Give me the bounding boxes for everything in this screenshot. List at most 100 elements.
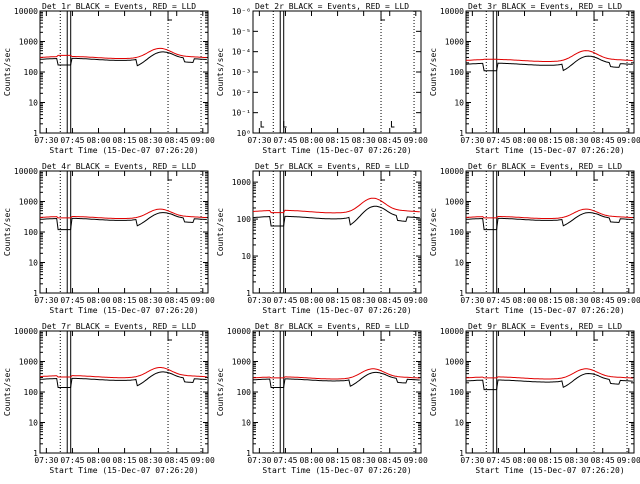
x-tick-label: 07:30 — [460, 456, 484, 465]
x-tick-label: 07:30 — [460, 136, 484, 145]
x-axis-label: Start Time (15-Dec-07 07:26:20) — [262, 466, 411, 475]
y-tick-label: 10000 — [14, 7, 38, 16]
x-tick-label: 08:15 — [113, 296, 137, 305]
x-tick-label: 08:15 — [113, 456, 137, 465]
y-tick-label: 1 — [459, 129, 464, 138]
plot-frame — [39, 330, 209, 454]
events-curve — [465, 372, 633, 391]
x-tick-label: 08:00 — [299, 296, 323, 305]
lld-curve — [252, 197, 420, 214]
events-curve — [252, 205, 420, 227]
y-tick-label: 10000 — [440, 327, 464, 336]
x-tick-label: 09:00 — [191, 296, 215, 305]
y-axis-label: Counts/sec — [429, 368, 438, 416]
state-bracket-marker — [167, 332, 173, 341]
x-tick-label: 08:45 — [378, 456, 402, 465]
y-tick-label: 1000 — [445, 198, 464, 207]
x-tick-label: 08:30 — [565, 136, 589, 145]
det-panel-7: Det 7r BLACK = Events, RED = LLD 1 10 100 10… — [3, 322, 215, 475]
det-panel-4: Det 4r BLACK = Events, RED = LLD 1 10 100 10… — [3, 162, 215, 315]
x-tick-label: 08:00 — [299, 136, 323, 145]
state-bracket-marker — [593, 172, 599, 181]
x-tick-label: 08:15 — [539, 296, 563, 305]
x-tick-label: 08:15 — [326, 136, 350, 145]
plot-frame — [39, 10, 209, 134]
y-tick-label: 10000 — [14, 167, 38, 176]
null-data-marker — [390, 121, 395, 128]
x-tick-label: 08:15 — [326, 296, 350, 305]
y-tick-label: 10 — [241, 419, 251, 428]
y-axis-label: Counts/sec — [3, 208, 12, 256]
x-tick-label: 08:45 — [591, 296, 615, 305]
events-curve — [40, 51, 207, 67]
y-tick-label: 100 — [450, 68, 465, 77]
y-tick-label: 100 — [237, 388, 252, 397]
y-tick-label: 1 — [459, 289, 464, 298]
y-tick-label: 10⁰ — [237, 129, 251, 138]
y-tick-label: 10000 — [14, 327, 38, 336]
y-tick-label: 10⁻⁴ — [232, 48, 251, 57]
y-tick-label: 10⁻² — [232, 88, 251, 97]
y-tick-label: 100 — [450, 388, 465, 397]
x-tick-label: 08:15 — [113, 136, 137, 145]
x-tick-label: 08:30 — [565, 296, 589, 305]
x-tick-label: 07:30 — [34, 456, 58, 465]
x-tick-label: 07:30 — [34, 136, 58, 145]
y-tick-label: 10 — [28, 419, 38, 428]
null-data-marker — [260, 121, 265, 128]
y-axis-label: Counts/sec — [3, 48, 12, 96]
panel-title: Det 2r BLACK = Events, RED = LLD — [255, 2, 409, 11]
x-tick-label: 07:30 — [247, 296, 271, 305]
x-tick-label: 08:45 — [591, 136, 615, 145]
state-bracket-marker — [593, 12, 599, 21]
x-tick-label: 08:00 — [86, 296, 110, 305]
events-curve — [40, 212, 207, 231]
x-tick-label: 08:30 — [352, 296, 376, 305]
det-panel-9: Det 9r BLACK = Events, RED = LLD 1 10 100 10… — [429, 322, 640, 475]
y-tick-label: 10000 — [440, 7, 464, 16]
panel-title: Det 5r BLACK = Events, RED = LLD — [255, 162, 409, 171]
panel-title: Det 9r BLACK = Events, RED = LLD — [468, 322, 622, 331]
x-axis-label: Start Time (15-Dec-07 07:26:20) — [49, 146, 198, 155]
x-tick-label: 08:00 — [86, 136, 110, 145]
x-axis-label: Start Time (15-Dec-07 07:26:20) — [262, 146, 411, 155]
y-tick-label: 10000 — [440, 167, 464, 176]
y-tick-label: 10 — [241, 252, 251, 261]
x-axis-label: Start Time (15-Dec-07 07:26:20) — [49, 466, 198, 475]
x-tick-label: 09:00 — [191, 136, 215, 145]
x-tick-label: 07:45 — [486, 136, 510, 145]
x-axis-label: Start Time (15-Dec-07 07:26:20) — [262, 306, 411, 315]
y-tick-label: 1 — [33, 449, 38, 458]
det-panel-8: Det 8r BLACK = Events, RED = LLD 1 10 100 10… — [216, 322, 428, 475]
lld-curve — [465, 368, 633, 380]
x-tick-label: 08:00 — [512, 456, 536, 465]
y-tick-label: 10 — [454, 99, 464, 108]
y-tick-label: 1000 — [19, 198, 38, 207]
events-curve — [252, 371, 420, 388]
state-bracket-marker — [167, 12, 173, 21]
y-tick-label: 10 — [454, 419, 464, 428]
panel-title: Det 4r BLACK = Events, RED = LLD — [42, 162, 196, 171]
x-tick-label: 08:45 — [165, 136, 189, 145]
y-tick-label: 1000 — [232, 178, 251, 187]
state-bracket-marker — [167, 172, 173, 181]
x-tick-label: 08:30 — [352, 456, 376, 465]
y-tick-label: 1 — [246, 449, 251, 458]
y-tick-label: 1000 — [445, 358, 464, 367]
x-tick-label: 09:00 — [404, 136, 428, 145]
x-axis-label: Start Time (15-Dec-07 07:26:20) — [475, 466, 624, 475]
x-tick-label: 08:15 — [539, 136, 563, 145]
events-curve — [465, 55, 633, 72]
x-tick-label: 07:30 — [460, 296, 484, 305]
y-tick-label: 100 — [24, 68, 39, 77]
det-panel-2: Det 2r BLACK = Events, RED = LLD 10⁰ 10⁻¹ 1… — [216, 2, 428, 155]
panel-title: Det 7r BLACK = Events, RED = LLD — [42, 322, 196, 331]
x-tick-label: 08:30 — [565, 456, 589, 465]
x-tick-label: 08:45 — [165, 296, 189, 305]
x-tick-label: 08:45 — [378, 136, 402, 145]
plot-frame — [252, 330, 422, 454]
lld-curve — [465, 50, 633, 62]
plot-frame — [39, 170, 209, 294]
y-tick-label: 1000 — [232, 358, 251, 367]
